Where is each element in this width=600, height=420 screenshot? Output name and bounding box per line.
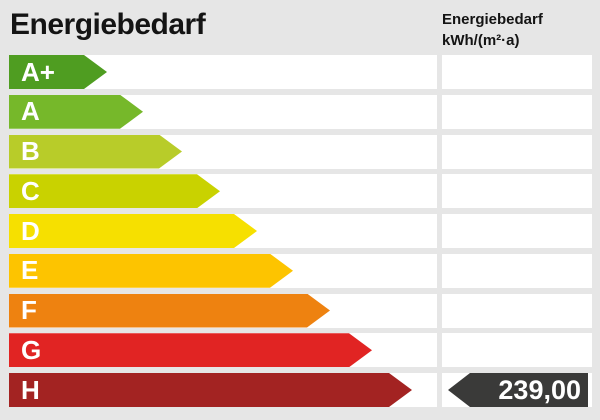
value-column-cell [442, 293, 592, 328]
value-column-cell [442, 333, 592, 368]
value-column-cell [442, 174, 592, 209]
energy-class-label: B [21, 136, 40, 166]
energy-class-arrow: A [9, 95, 143, 129]
energy-class-label: F [21, 295, 37, 325]
unit-header-line1: Energiebedarf [442, 11, 543, 28]
value-column-cell [442, 94, 592, 129]
energy-class-arrow: B [9, 135, 182, 169]
scale-row-track: C [9, 174, 437, 209]
value-column-cell [442, 55, 592, 89]
energy-class-label: A+ [21, 56, 55, 87]
energy-class-arrow: E [9, 254, 293, 288]
scale-row: A+ [9, 55, 592, 89]
scale-row: D [9, 214, 592, 248]
energy-class-label: G [21, 334, 42, 365]
energy-class-arrow: D [9, 214, 257, 248]
energy-scale: A+ A B C D [9, 55, 592, 407]
energy-class-label: D [21, 215, 40, 246]
scale-row: B [9, 134, 592, 169]
scale-row: C [9, 174, 592, 209]
energy-class-label: A [21, 96, 40, 127]
scale-row: E [9, 253, 592, 288]
scale-row-track: G [9, 333, 437, 368]
scale-row-track: E [9, 253, 437, 288]
energy-class-arrow: G [9, 333, 372, 367]
scale-row-track: H [9, 373, 437, 407]
scale-row-track: F [9, 293, 437, 328]
scale-row-track: A [9, 94, 437, 129]
energy-class-arrow: F [9, 294, 330, 328]
value-column-cell [442, 214, 592, 248]
page-title: Energiebedarf [10, 8, 206, 41]
scale-row-track: D [9, 214, 437, 248]
energy-class-arrow: C [9, 174, 220, 208]
energy-class-label: C [21, 175, 40, 206]
scale-row-track: B [9, 134, 437, 169]
energy-class-label: H [21, 374, 40, 405]
energy-class-arrow: A+ [9, 55, 107, 89]
scale-row: A [9, 94, 592, 129]
scale-row: G [9, 333, 592, 368]
scale-row-track: A+ [9, 55, 437, 89]
energy-value-tag: 239,00 [448, 373, 588, 407]
unit-header-line2: kWh/(m²·a) [442, 32, 520, 49]
energy-class-arrow: H [9, 373, 412, 407]
energy-class-label: E [21, 255, 39, 286]
value-column-cell [442, 134, 592, 169]
unit-header: Energiebedarf kWh/(m²·a) [442, 9, 543, 51]
energy-value-text: 239,00 [498, 374, 581, 405]
scale-row: F [9, 293, 592, 328]
value-column-cell [442, 253, 592, 288]
